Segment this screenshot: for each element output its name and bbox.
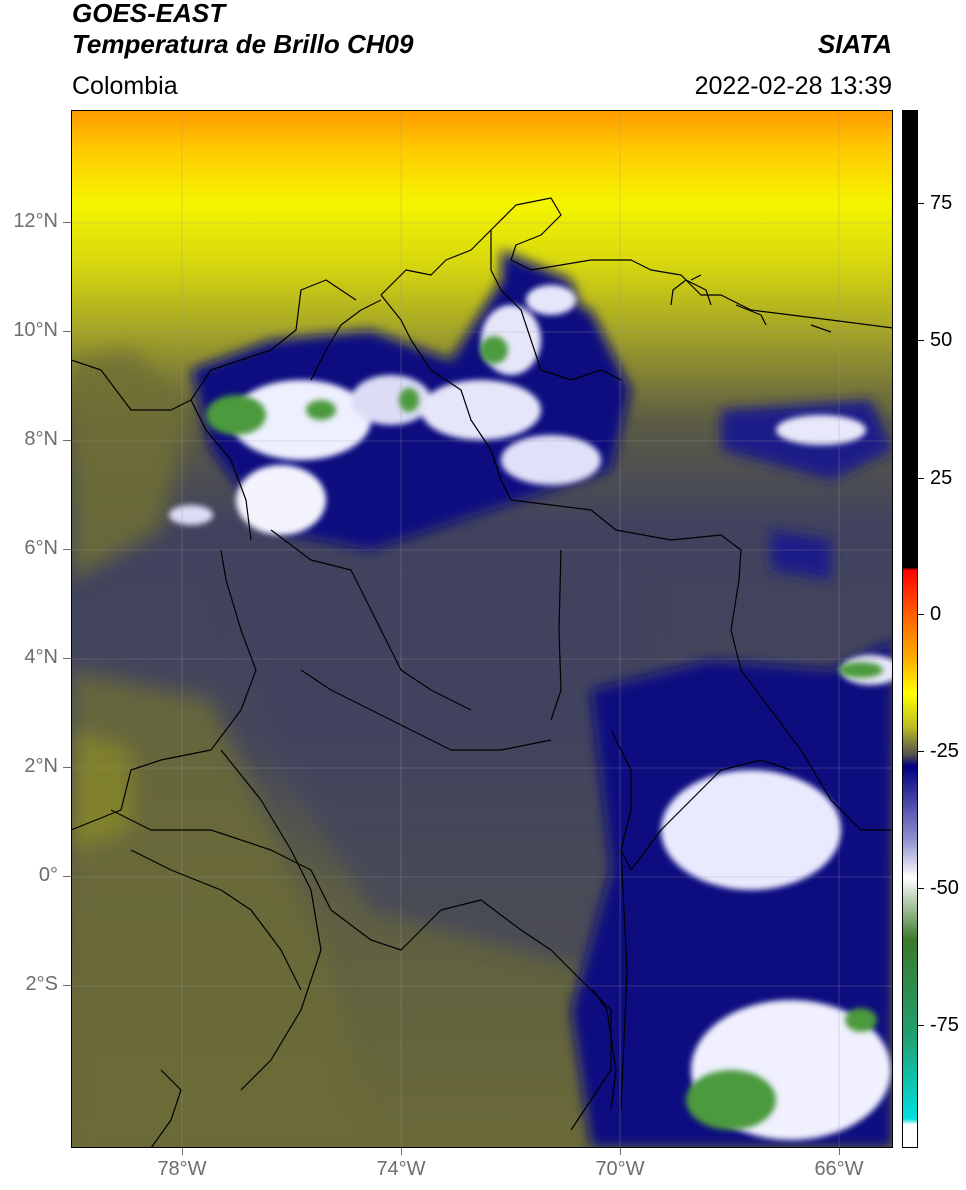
lat-tick-mark <box>63 767 71 768</box>
lat-tick-label: 2°S <box>25 973 58 995</box>
lat-tick-mark <box>63 440 71 441</box>
lat-tick-mark <box>63 658 71 659</box>
colorbar-tick-mark <box>918 614 924 615</box>
lat-tick-label: 4°N <box>24 646 58 668</box>
olive-regions <box>71 350 371 1148</box>
lon-tick-label: 78°W <box>157 1158 207 1180</box>
lat-tick-label: 10°N <box>13 319 58 341</box>
colorbar-tick-label: -25 <box>930 740 959 762</box>
lat-tick-label: 0° <box>38 864 58 886</box>
colorbar-tick-mark <box>918 478 924 479</box>
lat-tick-label: 8°N <box>24 428 58 450</box>
lon-tick-label: 70°W <box>595 1158 645 1180</box>
lon-tick-mark <box>620 1148 621 1155</box>
colorbar-tick-label: 0 <box>930 603 942 625</box>
lon-tick-label: 66°W <box>814 1158 864 1180</box>
colorbar <box>902 110 918 1148</box>
colorbar-tick-mark <box>918 203 924 204</box>
lon-tick-mark <box>401 1148 402 1155</box>
slate-regions <box>221 540 671 970</box>
colorbar-tick-label: -50 <box>930 877 959 899</box>
lat-tick-mark <box>63 549 71 550</box>
datetime-label: 2022-02-28 13:39 <box>694 72 892 100</box>
coastlines-and-borders <box>71 197 893 1148</box>
gridlines <box>71 110 893 1148</box>
colorbar-tick-label: 50 <box>930 329 953 351</box>
lat-tick-label: 2°N <box>24 755 58 777</box>
lat-tick-mark <box>63 876 71 877</box>
lat-tick-mark <box>63 222 71 223</box>
brand-label: SIATA <box>817 29 892 59</box>
region-label: Colombia <box>72 72 178 100</box>
colorbar-tick-mark <box>918 1025 924 1026</box>
lat-tick-mark <box>63 985 71 986</box>
colorbar-tick-label: -75 <box>930 1014 959 1036</box>
title-satellite: GOES-EAST <box>72 0 226 28</box>
colorbar-tick-label: 75 <box>930 192 953 214</box>
colorbar-tick-label: 25 <box>930 467 953 489</box>
lat-tick-label: 6°N <box>24 537 58 559</box>
lat-tick-mark <box>63 331 71 332</box>
colorbar-tick-mark <box>918 340 924 341</box>
satellite-map <box>71 110 893 1148</box>
lon-tick-label: 74°W <box>376 1158 426 1180</box>
title-product: Temperatura de Brillo CH09 <box>72 29 414 59</box>
lon-tick-mark <box>182 1148 183 1155</box>
colorbar-tick-mark <box>918 888 924 889</box>
colorbar-tick-mark <box>918 751 924 752</box>
lon-tick-mark <box>839 1148 840 1155</box>
green-coldest-tops <box>206 336 883 1130</box>
lat-tick-label: 12°N <box>13 210 58 232</box>
